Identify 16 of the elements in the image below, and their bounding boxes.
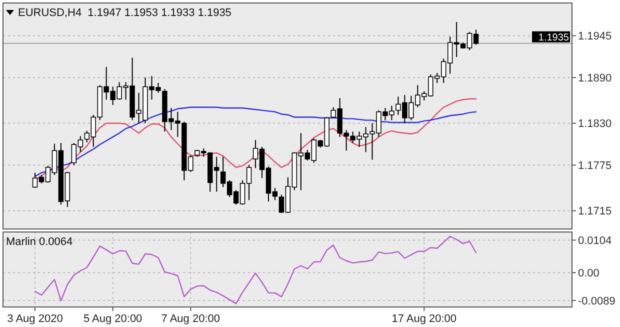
y-tick-label: 1.1890	[578, 72, 612, 85]
ref-line-label: 1.1935	[538, 32, 570, 44]
x-tick-label: 3 Aug 2020	[7, 313, 63, 325]
chart-title: Marlin 0.0064	[6, 236, 73, 248]
y-tick-label: 0.00	[578, 268, 600, 280]
y-tick-label: 0.0104	[578, 235, 612, 248]
y-tick-label: -0.0089	[578, 295, 616, 308]
y-tick-label: 1.1830	[578, 118, 612, 130]
y-tick-label: 1.1715	[578, 206, 612, 218]
x-tick-label: 17 Aug 20:00	[392, 313, 457, 325]
line-series	[34, 236, 477, 304]
x-tick-label: 5 Aug 20:00	[83, 313, 142, 325]
y-tick-label: 1.1945	[578, 30, 612, 43]
x-tick-label: 7 Aug 20:00	[161, 313, 220, 325]
chart-title: EURUSD,H4 1.1947 1.1953 1.1933 1.1935	[18, 7, 232, 19]
y-tick-label: 1.1775	[578, 160, 612, 172]
